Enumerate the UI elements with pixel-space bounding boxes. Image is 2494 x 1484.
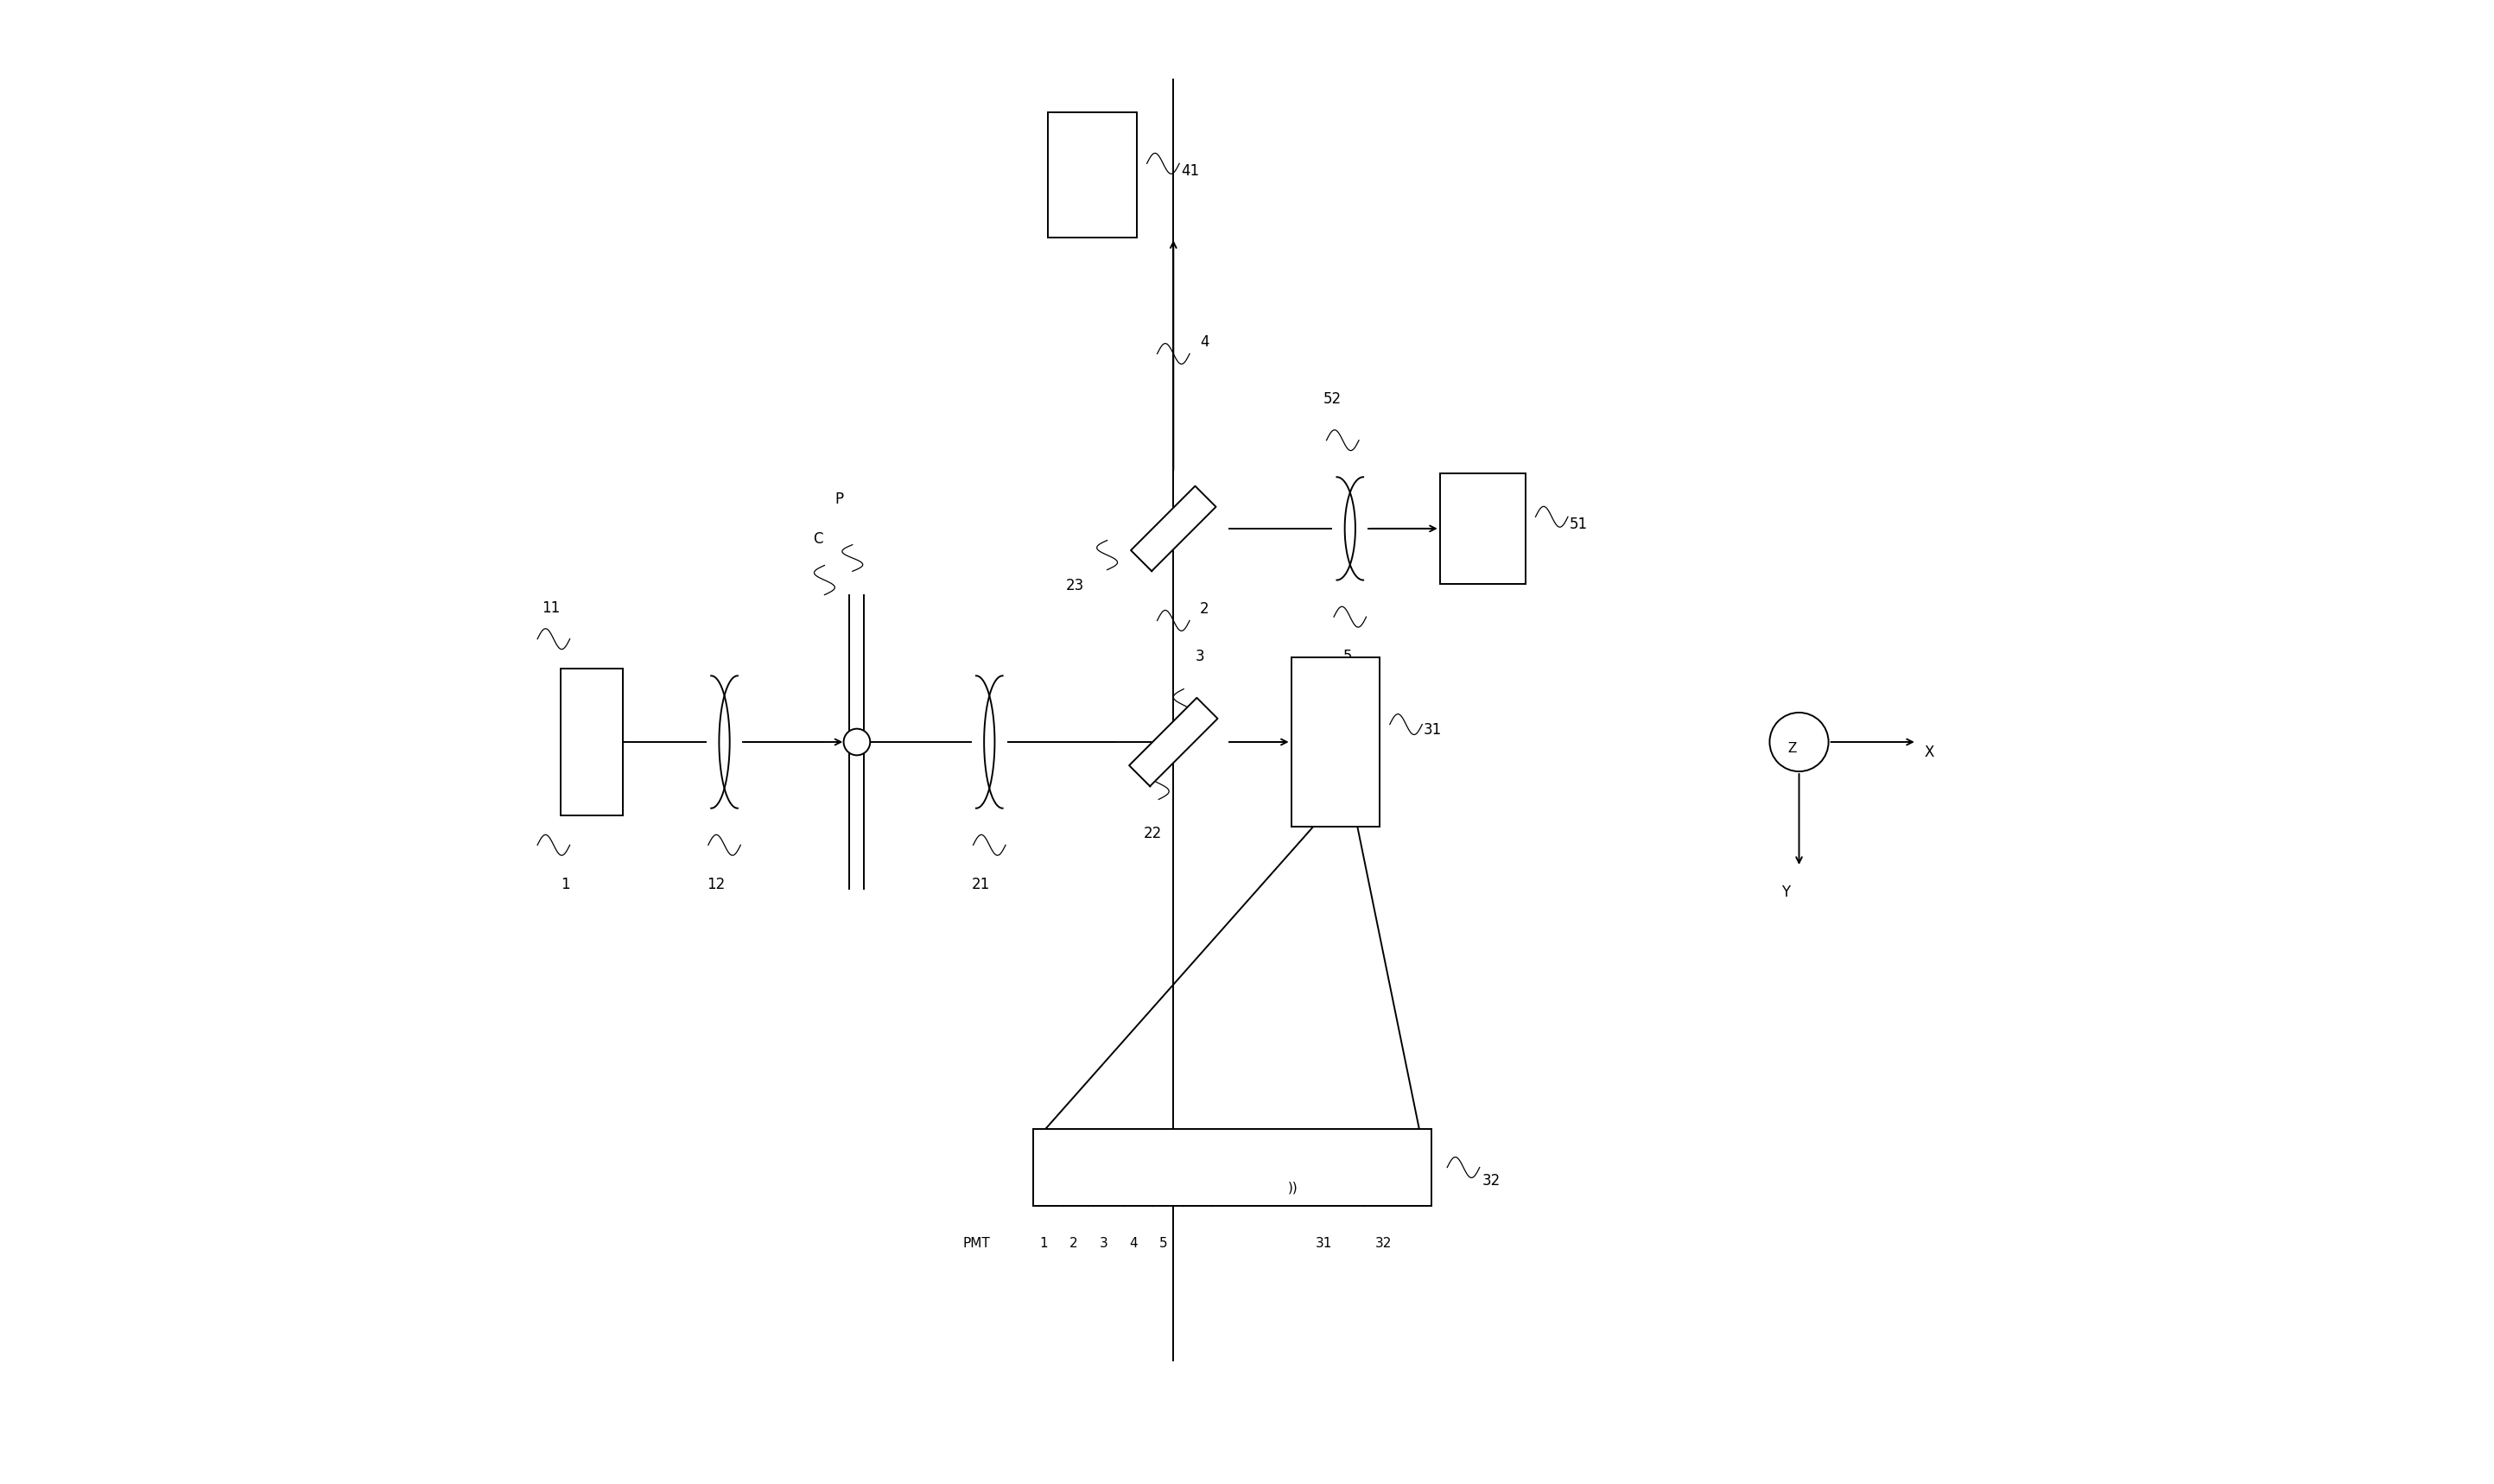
Text: 11: 11 bbox=[541, 601, 561, 616]
Text: 4: 4 bbox=[1200, 334, 1210, 350]
Text: Z: Z bbox=[1788, 742, 1796, 755]
Circle shape bbox=[843, 729, 870, 755]
Text: 5: 5 bbox=[1342, 649, 1352, 665]
Text: 51: 51 bbox=[1569, 516, 1589, 533]
Polygon shape bbox=[1130, 487, 1217, 571]
Text: 32: 32 bbox=[1481, 1172, 1501, 1189]
Text: 52: 52 bbox=[1324, 392, 1342, 407]
Text: 21: 21 bbox=[973, 877, 990, 893]
Text: Y: Y bbox=[1781, 884, 1791, 899]
Text: C: C bbox=[813, 531, 823, 546]
Text: PMT: PMT bbox=[963, 1236, 990, 1250]
Bar bbox=[1047, 113, 1137, 237]
Text: 23: 23 bbox=[1065, 579, 1085, 594]
Text: 22: 22 bbox=[1145, 825, 1162, 841]
Text: 32: 32 bbox=[1374, 1236, 1392, 1250]
Text: 41: 41 bbox=[1180, 163, 1200, 178]
Bar bbox=[561, 668, 624, 816]
Polygon shape bbox=[1130, 697, 1217, 787]
Text: 4: 4 bbox=[1130, 1236, 1137, 1250]
Text: 1: 1 bbox=[561, 877, 571, 893]
Text: 31: 31 bbox=[1317, 1236, 1332, 1250]
Text: 2: 2 bbox=[1200, 601, 1210, 617]
Text: 2: 2 bbox=[1070, 1236, 1077, 1250]
Text: )): )) bbox=[1287, 1181, 1297, 1195]
Bar bbox=[1439, 473, 1526, 583]
Text: 5: 5 bbox=[1160, 1236, 1167, 1250]
Text: X: X bbox=[1925, 745, 1933, 760]
Bar bbox=[1033, 1129, 1432, 1205]
Circle shape bbox=[1771, 712, 1828, 772]
Bar bbox=[1292, 657, 1379, 827]
Text: 1: 1 bbox=[1040, 1236, 1047, 1250]
Text: P: P bbox=[835, 491, 843, 508]
Text: 12: 12 bbox=[706, 877, 726, 893]
Text: 31: 31 bbox=[1424, 723, 1442, 738]
Text: 3: 3 bbox=[1100, 1236, 1107, 1250]
Text: 3: 3 bbox=[1195, 649, 1205, 665]
